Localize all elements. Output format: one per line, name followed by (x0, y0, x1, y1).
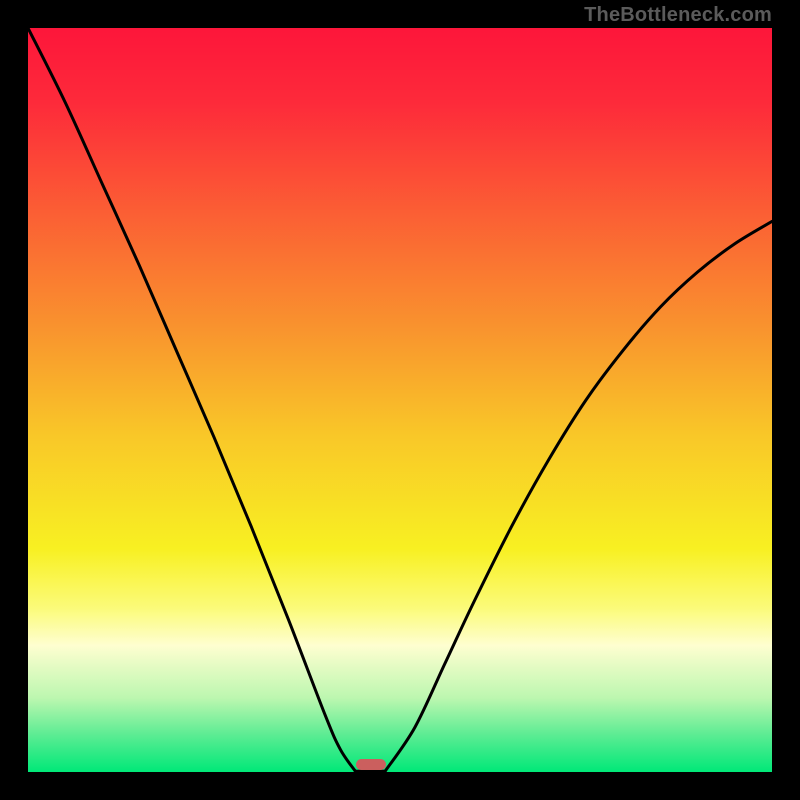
plot-area (28, 28, 772, 772)
curve-left-branch (28, 28, 355, 771)
curve-right-branch (385, 221, 772, 771)
chart-frame: TheBottleneck.com (0, 0, 800, 800)
watermark-text: TheBottleneck.com (584, 4, 772, 27)
optimal-marker (356, 759, 386, 771)
curve-overlay (28, 28, 772, 772)
